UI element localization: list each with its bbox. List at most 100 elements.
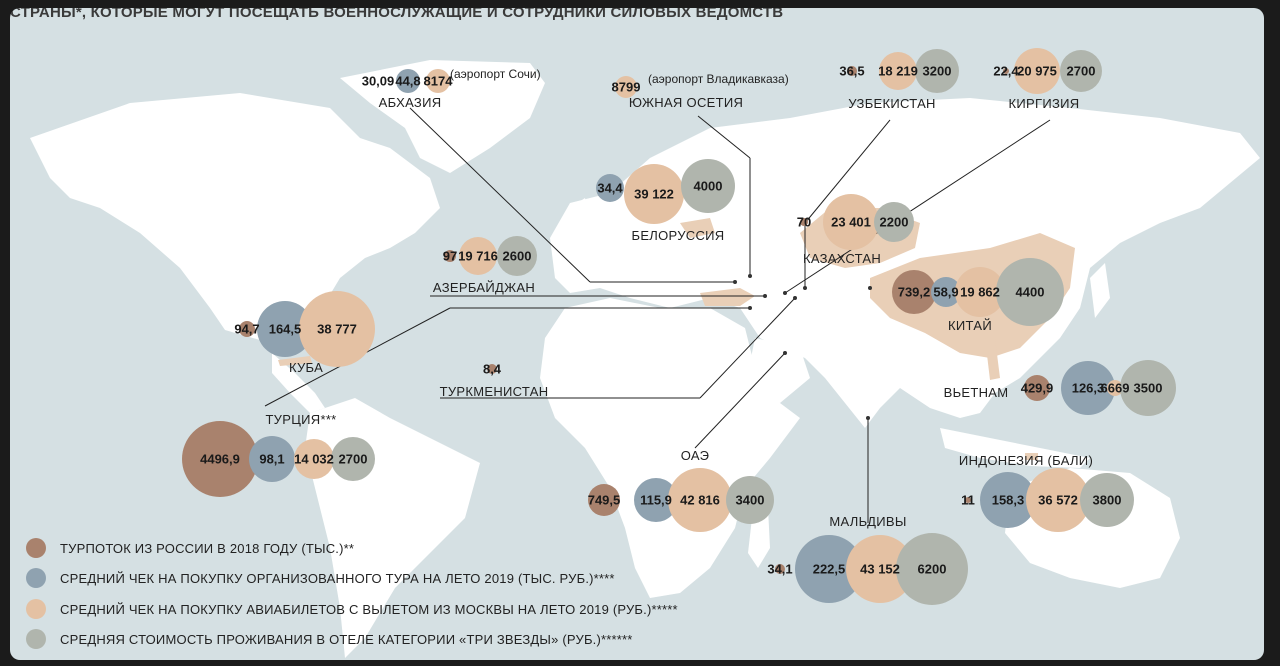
bubble-label-hotel_price: 2200 [879, 214, 909, 230]
bubble-tourists [775, 564, 785, 574]
bubble-label-air_price: 8799 [611, 79, 641, 95]
bubble-label-air_price: 6669 [1100, 380, 1130, 396]
bubble-tourists [965, 497, 971, 503]
bubble-label-hotel_price: 6200 [917, 561, 947, 577]
bubble-tourists [487, 364, 497, 374]
bubble-label-hotel_price: 2700 [338, 451, 368, 467]
bubble-tourists [847, 66, 857, 76]
bubble-label-hotel_price: 3400 [735, 492, 765, 508]
bubble-label-tour_price: 58,9 [933, 284, 959, 300]
abkhazia-airport-note: (аэропорт Сочи) [450, 67, 541, 81]
bubble-label-air_price: 14 032 [294, 451, 334, 467]
bubble-hotel_price [896, 533, 968, 605]
bubble-air_price [846, 535, 914, 603]
bubble-hotel_price [874, 202, 914, 242]
bubble-label-hotel_price: 2700 [1066, 63, 1096, 79]
legend-label: СРЕДНИЙ ЧЕК НА ПОКУПКУ ОРГАНИЗОВАННОГО Т… [60, 570, 615, 586]
bubble-label-hotel_price: 3500 [1133, 380, 1163, 396]
leader-uzbekistan [804, 119, 891, 224]
leader-abkhazia [409, 107, 591, 283]
bubble-air_price [668, 468, 732, 532]
bubble-air_price [1014, 48, 1060, 94]
country-name-azerbaijan: АЗЕРБАЙДЖАН [432, 280, 536, 295]
legend-item-hotel-price: СРЕДНЯЯ СТОИМОСТЬ ПРОЖИВАНИЯ В ОТЕЛЕ КАТ… [26, 629, 633, 649]
bubble-tour_price [634, 478, 678, 522]
bubble-label-air_price: 18 219 [878, 63, 918, 79]
bubble-label-tourists: 11 [961, 492, 975, 508]
bubble-tourists [800, 218, 808, 226]
bubble-hotel_price [331, 437, 375, 481]
leader-uae [694, 352, 786, 449]
bubble-label-tour_price: 222,5 [812, 561, 846, 577]
bubble-label-tour_price: 158,3 [991, 492, 1025, 508]
bubble-label-tour_price: 98,1 [259, 451, 285, 467]
bubble-label-hotel_price: 4000 [693, 178, 723, 194]
country-name-turkey: ТУРЦИЯ*** [265, 412, 337, 427]
leader-endpoints [733, 274, 872, 420]
bubble-hotel_price [915, 49, 959, 93]
legend-swatch [26, 568, 46, 588]
bubble-hotel_price [1120, 360, 1176, 416]
bubble-label-air_price: 23 401 [831, 214, 871, 230]
bubble-label-tour_price: 115,9 [640, 492, 672, 508]
country-name-south-ossetia: ЮЖНАЯ ОСЕТИЯ [628, 95, 744, 110]
country-name-abkhazia: АБХАЗИЯ [378, 95, 442, 110]
bubble-tour_price [795, 535, 863, 603]
legend-swatch [26, 538, 46, 558]
bubble-label-tour_price: 34,4 [597, 180, 623, 196]
bubble-tour_price [980, 472, 1036, 528]
bubble-label-air_price: 19 862 [960, 284, 1000, 300]
legend-item-air-price: СРЕДНИЙ ЧЕК НА ПОКУПКУ АВИАБИЛЕТОВ С ВЫЛ… [26, 599, 678, 619]
bubble-tourists [588, 484, 620, 516]
bubble-label-tourists: 30,09 [361, 73, 395, 89]
south-ossetia-airport-note: (аэропорт Владикавказа) [648, 72, 789, 86]
bubble-label-air_price: 43 152 [860, 561, 900, 577]
bubble-tour_price [257, 301, 313, 357]
bubble-tour_price [249, 436, 295, 482]
legend-label: СРЕДНИЙ ЧЕК НА ПОКУПКУ АВИАБИЛЕТОВ С ВЫЛ… [60, 601, 678, 617]
bubble-air_price [1026, 468, 1090, 532]
world-map-shapes [30, 48, 1260, 658]
world-map: СТРАНЫ*, КОТОРЫЕ МОГУТ ПОСЕЩАТЬ ВОЕННОСЛ… [10, 8, 1264, 660]
bubble-air_price [459, 237, 497, 275]
bubble-label-tour_price: 126,3 [1071, 380, 1105, 396]
bubble-label-tourists: 429,9 [1020, 380, 1054, 396]
bubble-label-tourists: 94,7 [234, 321, 260, 337]
bubble-tour_price [931, 277, 961, 307]
bubble-label-tourists: 70 [796, 214, 812, 230]
leader-lines [264, 107, 1051, 523]
country-name-indonesia: ИНДОНЕЗИЯ (БАЛИ) [958, 453, 1094, 468]
bubble-label-air_price: 42 816 [680, 492, 720, 508]
bubble-air_price [426, 69, 450, 93]
legend-swatch [26, 599, 46, 619]
bubble-hotel_price [996, 258, 1064, 326]
bubble-label-air_price: 8174 [423, 73, 453, 89]
bubble-hotel_price [497, 236, 537, 276]
country-name-cuba: КУБА [288, 360, 324, 375]
country-name-china: КИТАЙ [948, 318, 992, 333]
country-name-uae: ОАЭ [680, 448, 710, 463]
bubble-label-tourists: 22,4 [993, 63, 1019, 79]
bubble-air_price [1107, 380, 1123, 396]
country-name-uzbekistan: УЗБЕКИСТАН [848, 96, 936, 111]
bubble-air_price [294, 439, 334, 479]
bubble-label-air_price: 19 716 [458, 248, 498, 264]
bubble-air_price [879, 52, 917, 90]
country-name-vietnam: ВЬЕТНАМ [943, 385, 1009, 400]
bubble-label-tourists: 36,5 [839, 63, 865, 79]
legend-swatch [26, 629, 46, 649]
legend-label: СРЕДНЯЯ СТОИМОСТЬ ПРОЖИВАНИЯ В ОТЕЛЕ КАТ… [60, 631, 633, 647]
bubble-hotel_price [726, 476, 774, 524]
bubble-air_price [955, 267, 1005, 317]
bubble-label-hotel_price: 3800 [1092, 492, 1122, 508]
bubble-label-tourists: 97 [442, 248, 458, 264]
bubble-label-tourists: 34,1 [767, 561, 793, 577]
country-name-kyrgyzstan: КИРГИЗИЯ [1008, 96, 1080, 111]
bubble-label-tourists: 8,4 [482, 361, 502, 377]
bubble-tour_price [396, 69, 420, 93]
bubble-air_price [615, 76, 637, 98]
bubble-tourists [239, 321, 255, 337]
bubble-hotel_price [1060, 50, 1102, 92]
bubble-tourists [1024, 375, 1050, 401]
